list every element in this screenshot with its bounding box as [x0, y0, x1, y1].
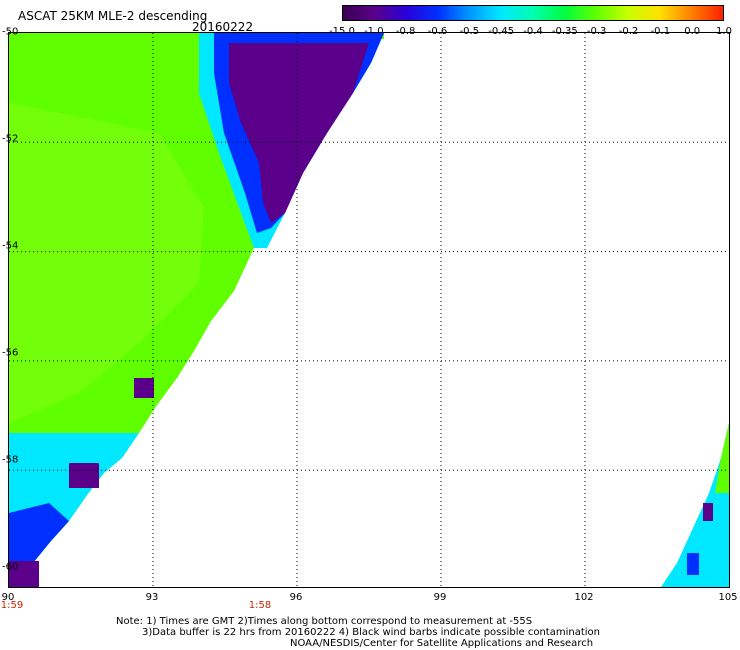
- swath-east-green: [715, 423, 729, 493]
- time-label: 1:58: [248, 600, 272, 611]
- colorbar-label: -0.3: [586, 26, 607, 37]
- lat-label: -54: [2, 240, 19, 252]
- map-plot-area: [8, 32, 730, 588]
- colorbar-label: 1.0: [716, 26, 732, 37]
- swath-map: [9, 33, 729, 587]
- lat-label: -52: [2, 133, 19, 145]
- colorbar-label: -0.5: [459, 26, 480, 37]
- lon-label: 102: [574, 592, 594, 603]
- swath-east-purple: [703, 503, 713, 521]
- lon-label: 105: [718, 592, 738, 603]
- colorbar-label: -15.0: [329, 26, 355, 37]
- colorbar-label: -1.0: [364, 26, 384, 37]
- lat-label: -60: [2, 561, 19, 573]
- swath-west-lighter: [9, 103, 204, 423]
- colorbar-label: -0.35: [551, 26, 578, 37]
- swath-west-purple-patch-3: [9, 561, 39, 587]
- colorbar-label: -0.6: [427, 26, 448, 37]
- lon-label: 99: [433, 592, 447, 603]
- map-date: 20160222: [192, 20, 254, 34]
- lat-lon-grid: [9, 33, 729, 587]
- colorbar-label: -0.1: [650, 26, 671, 37]
- lat-label: -50: [2, 26, 19, 38]
- lat-label: -56: [2, 347, 19, 359]
- map-title: ASCAT 25KM MLE-2 descending: [18, 9, 208, 23]
- colorbar: [342, 5, 724, 21]
- swath-west-purple-region: [229, 43, 369, 223]
- colorbar-label: 0.0: [684, 26, 701, 37]
- lon-label: 93: [145, 592, 159, 603]
- swath-west-purple-patch-1: [69, 463, 99, 488]
- swath-west-purple-patch-2: [134, 378, 154, 398]
- lat-label: -58: [2, 454, 19, 466]
- time-label: 1:59: [0, 600, 24, 611]
- colorbar-label: -0.4: [523, 26, 543, 37]
- note-line-3: NOAA/NESDIS/Center for Satellite Applica…: [290, 638, 594, 649]
- lon-label: 90: [1, 592, 15, 603]
- note-line-1: Note: 1) Times are GMT 2)Times along bot…: [116, 616, 533, 627]
- note-line-2: 3)Data buffer is 22 hrs from 20160222 4)…: [142, 627, 600, 638]
- swath-east-blue: [687, 553, 699, 575]
- colorbar-label: -0.45: [488, 26, 515, 37]
- lon-label: 96: [289, 592, 303, 603]
- swath-east: [661, 423, 729, 587]
- colorbar-label: -0.2: [618, 26, 639, 37]
- colorbar-label: -0.8: [395, 26, 416, 37]
